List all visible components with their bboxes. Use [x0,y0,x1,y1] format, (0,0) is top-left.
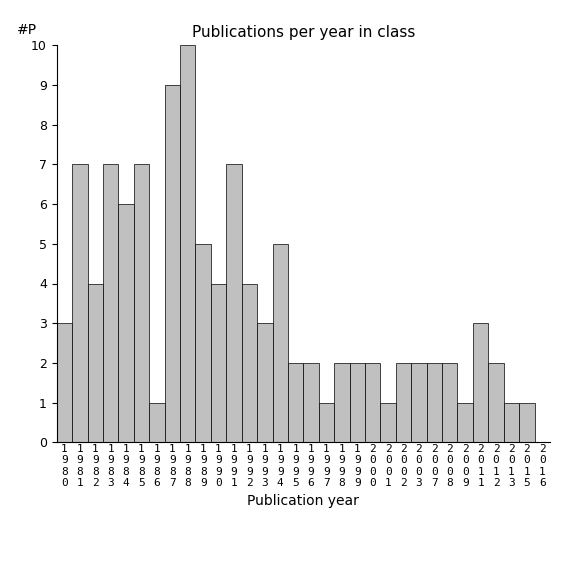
Bar [350,363,365,442]
Bar [226,164,242,442]
Bar [473,323,488,442]
Bar [488,363,503,442]
Bar [396,363,411,442]
Bar [288,363,303,442]
Bar [196,244,211,442]
Bar [303,363,319,442]
Bar [180,45,196,442]
Bar [164,85,180,442]
X-axis label: Publication year: Publication year [247,494,359,508]
Bar [334,363,350,442]
Bar [442,363,458,442]
Bar [411,363,426,442]
Bar [134,164,149,442]
Bar [380,403,396,442]
Bar [257,323,273,442]
Text: #P: #P [17,23,37,37]
Bar [119,204,134,442]
Bar [273,244,288,442]
Bar [319,403,334,442]
Bar [103,164,119,442]
Bar [519,403,535,442]
Bar [149,403,164,442]
Bar [426,363,442,442]
Title: Publications per year in class: Publications per year in class [192,25,415,40]
Bar [72,164,87,442]
Bar [57,323,72,442]
Bar [503,403,519,442]
Bar [211,284,226,442]
Bar [365,363,380,442]
Bar [242,284,257,442]
Bar [87,284,103,442]
Bar [458,403,473,442]
